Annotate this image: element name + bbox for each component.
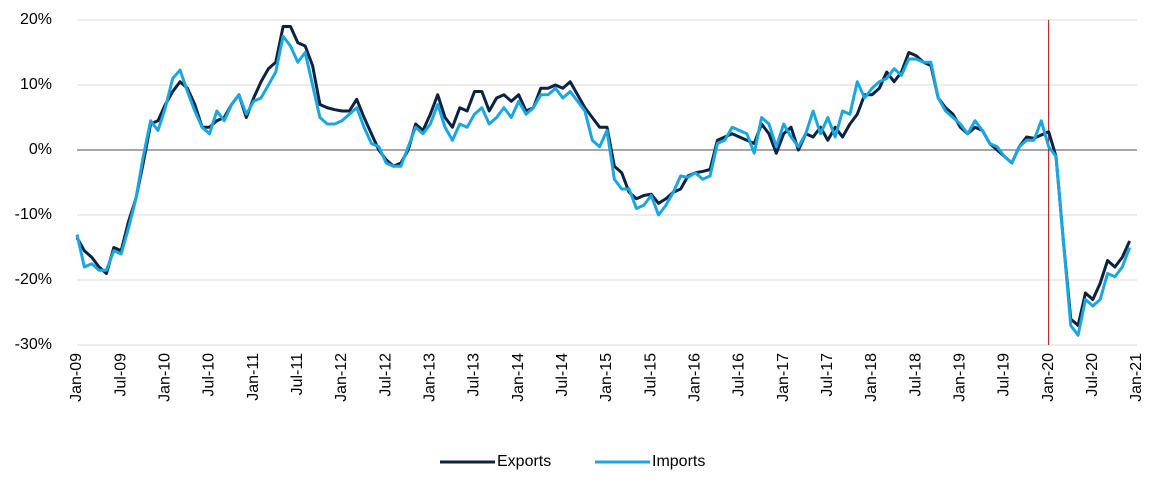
x-tick-label: Jan-09 [68, 353, 85, 402]
x-tick-label: Jan-18 [863, 353, 880, 402]
x-tick-label: Jan-15 [598, 353, 615, 402]
y-tick-label: 10% [20, 76, 52, 93]
x-tick-label: Jul-14 [554, 353, 571, 397]
x-tick-label: Jul-12 [377, 353, 394, 397]
x-tick-label: Jan-17 [775, 353, 792, 402]
y-tick-label: 20% [20, 11, 52, 28]
x-tick-label: Jan-14 [510, 353, 527, 402]
y-tick-label: -20% [15, 271, 52, 288]
x-tick-label: Jul-18 [907, 353, 924, 397]
x-tick-label: Jul-13 [466, 353, 483, 397]
x-tick-label: Jul-10 [201, 353, 218, 397]
series-line [75, 25, 1132, 327]
x-tick-label: Jan-19 [952, 353, 969, 402]
x-tick-label: Jul-15 [642, 353, 659, 397]
x-tick-label: Jul-20 [1084, 353, 1101, 397]
legend-label: Exports [497, 453, 551, 470]
x-tick-label: Jan-13 [422, 353, 439, 402]
x-tick-label: Jan-20 [1040, 353, 1057, 402]
x-tick-label: Jan-11 [245, 353, 262, 401]
x-tick-label: Jan-21 [1128, 353, 1145, 402]
x-tick-label: Jul-09 [112, 353, 129, 397]
x-tick-label: Jul-17 [819, 353, 836, 397]
y-tick-label: 0% [29, 141, 52, 158]
x-tick-label: Jan-16 [687, 353, 704, 402]
legend-label: Imports [652, 453, 705, 470]
x-tick-label: Jan-10 [157, 353, 174, 402]
x-tick-label: Jul-16 [731, 353, 748, 397]
y-tick-label: -10% [15, 206, 52, 223]
x-tick-label: Jul-19 [996, 353, 1013, 397]
series-line [75, 34, 1132, 337]
x-tick-label: Jul-11 [289, 353, 306, 395]
x-tick-label: Jan-12 [333, 353, 350, 402]
y-tick-label: -30% [15, 336, 52, 353]
